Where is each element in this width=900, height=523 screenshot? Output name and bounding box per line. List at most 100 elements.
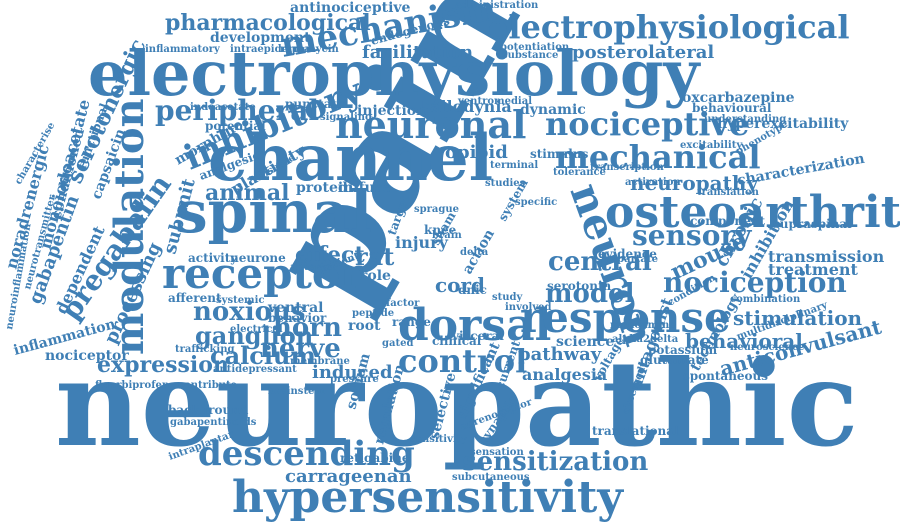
- word-aspartate: aspartate: [605, 254, 658, 265]
- word-analgesia: analgesia: [522, 365, 607, 384]
- word-systemic: systemic: [216, 295, 265, 306]
- word-retigabine: retigabine: [340, 451, 410, 465]
- word-injection: injection: [357, 103, 426, 119]
- word-component: component: [690, 214, 765, 228]
- word-model: model: [545, 279, 635, 309]
- word-expression: expression: [97, 352, 229, 378]
- word-ventral: ventral: [267, 300, 323, 316]
- word-behavior: behavior: [268, 311, 327, 325]
- word-spinal: spinal: [175, 178, 372, 246]
- word-treatment: treatment: [768, 260, 859, 279]
- word-injury: injury: [395, 233, 449, 252]
- word-role: role: [360, 268, 391, 284]
- word-posterolateral: posterolateral: [572, 42, 714, 63]
- word-ventromedial: ventromedial: [457, 96, 532, 107]
- word-oxcarbazepine: oxcarbazepine: [682, 90, 795, 106]
- word-noxious: noxious: [193, 297, 306, 327]
- word-glutamate: glutamate: [640, 353, 709, 367]
- word-inflammatory: inflammatory: [145, 44, 221, 55]
- word-sensory: sensory: [632, 219, 752, 252]
- word-channel: channel: [208, 121, 493, 196]
- word-combination: combination: [730, 294, 801, 305]
- word-peripheral: peripheral: [155, 94, 319, 127]
- word-sensitization: sensitization: [462, 447, 648, 477]
- word-receptor: receptor: [162, 249, 363, 298]
- word-tolerance: tolerance: [553, 167, 606, 178]
- word-opioid: opioid: [445, 142, 508, 163]
- word-electrophysiological: electrophysiological: [488, 8, 850, 46]
- word-antinociceptive: antinociceptive: [290, 0, 411, 16]
- word-electrophysiology: electrophysiology: [88, 37, 701, 110]
- word-root: root: [348, 318, 381, 334]
- word-pharmacological: pharmacological: [165, 10, 371, 36]
- word-dynamic: dynamic: [520, 102, 586, 118]
- word-behavioral: behavioral: [685, 329, 803, 353]
- word-horn: horn: [273, 313, 342, 343]
- word-membrane: membrane: [290, 356, 350, 367]
- word-anterior: anterior: [290, 262, 336, 273]
- word-activity: activity: [188, 251, 238, 265]
- word-development: development: [210, 30, 311, 46]
- word-behavioural: behavioural: [692, 101, 772, 115]
- word-neuropathy: neuropathy: [630, 171, 759, 195]
- word-osteoarthritis: osteoarthritis: [605, 187, 900, 238]
- word-central: central: [548, 247, 652, 277]
- word-contribute: contribute: [178, 380, 237, 391]
- word-alpha2delta: alpha2delta: [612, 334, 679, 345]
- word-translational: translational: [592, 424, 679, 438]
- word-terminal: terminal: [490, 160, 538, 171]
- word-modulation: modulation: [106, 98, 153, 355]
- word-pressure: pressure: [330, 374, 379, 385]
- word-monoamine: monoamine: [610, 320, 676, 331]
- word-serotonin: serotonin: [547, 279, 612, 293]
- word-ganglion: ganglion: [195, 321, 313, 350]
- word-nerve: nerve: [260, 334, 341, 364]
- word-nociception: nociception: [663, 266, 847, 299]
- word-background: background: [168, 403, 249, 417]
- word-dorsal: dorsal: [398, 300, 551, 351]
- word-excitability: excitability: [680, 140, 743, 151]
- word-neurone: neurone: [230, 251, 286, 265]
- word-rapamycin: rapamycin: [280, 44, 339, 55]
- word-visceral: visceral: [451, 329, 504, 343]
- word-pathway: pathway: [518, 344, 602, 365]
- word-electrical: electrical: [230, 324, 283, 335]
- word-stimulation: stimulation: [733, 306, 863, 330]
- word-protein: protein: [296, 180, 353, 196]
- word-rat: rat: [355, 242, 394, 271]
- word-potassium: potassium: [648, 343, 718, 357]
- word-signaling: signaling: [320, 112, 372, 123]
- word-clinical: clinical: [432, 334, 482, 348]
- word-transcription: transcription: [590, 162, 665, 173]
- word-subcutaneous: subcutaneous: [452, 472, 530, 483]
- word-supraspinal: supraspinal: [773, 217, 852, 231]
- word-administration: administration: [455, 0, 539, 11]
- word-sprague: sprague: [414, 204, 459, 215]
- word-indoacetate: indoacetate: [190, 102, 256, 113]
- word-response: response: [520, 293, 731, 342]
- word-intraepidermal: intraepidermal: [230, 44, 314, 55]
- word-effect: effect: [295, 242, 365, 268]
- word-range: range: [392, 315, 431, 329]
- word-nociceptor: nociceptor: [45, 348, 129, 364]
- word-neuronal: neuronal: [335, 102, 526, 147]
- word-punctate: punctate: [285, 97, 345, 111]
- word-dnic: dnic: [458, 283, 487, 297]
- word-fluorbiprofen: fluorbiprofen: [95, 380, 170, 391]
- word-potentiation: potentiation: [500, 42, 570, 53]
- word-substance: substance: [502, 50, 558, 61]
- word-science: science: [556, 334, 614, 350]
- word-mechanical: mechanical: [555, 138, 761, 176]
- word-understanding: understanding: [704, 114, 786, 125]
- word-brain: brain: [432, 230, 463, 241]
- word-gabapentinoids: gabapentinoids: [170, 417, 257, 428]
- word-afferent: afferent: [168, 291, 222, 305]
- word-allodynia: allodynia: [430, 97, 512, 116]
- word-involved: involved: [505, 302, 552, 313]
- word-calcium: calcium: [210, 341, 316, 370]
- word-sensation: sensation: [470, 447, 524, 458]
- word-studies: studies: [485, 178, 526, 189]
- word-nociceptive: nociceptive: [545, 105, 749, 143]
- word-sensitivity: sensitivity: [410, 434, 468, 445]
